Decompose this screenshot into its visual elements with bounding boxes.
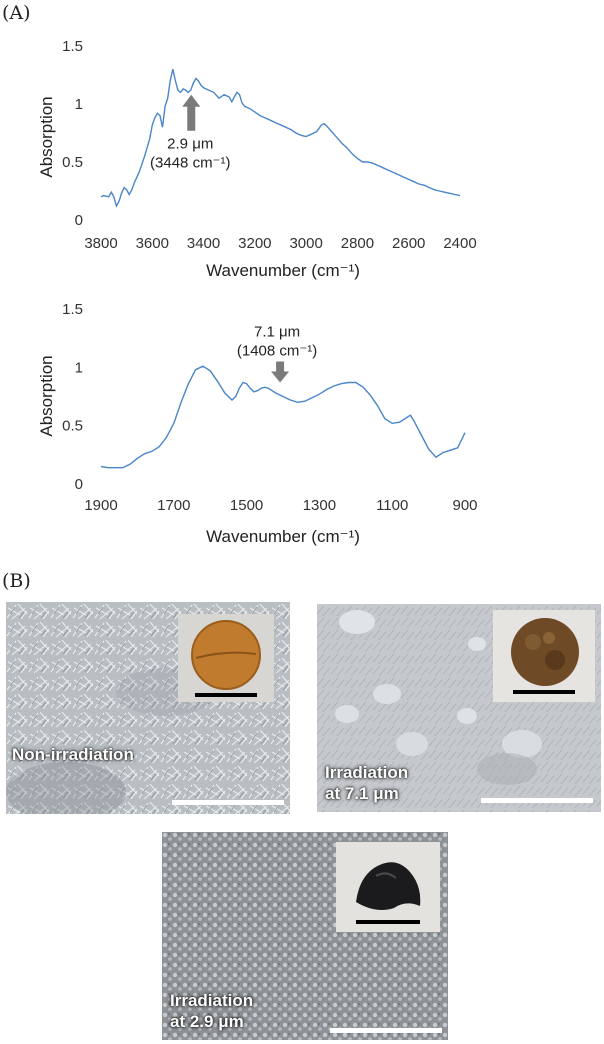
inset-pellet-photo [178, 614, 274, 702]
x-tick-label: 3000 [289, 235, 322, 252]
arrow-down-icon [271, 361, 290, 383]
x-tick-label: 3600 [136, 235, 169, 252]
x-axis-title-1: Wavenumber (cm⁻¹) [206, 261, 360, 280]
inset-powder-photo [493, 610, 595, 702]
x-tick-label: 1500 [230, 497, 263, 514]
x-tick-label: 2800 [341, 235, 374, 252]
x-tick-label: 900 [452, 497, 477, 514]
x-tick-label: 1900 [84, 497, 117, 514]
inset-scale-bar [513, 690, 575, 694]
annotation-label: (1408 cm⁻¹) [237, 343, 317, 360]
sem-image-non-irradiation: Non-irradiation [6, 602, 290, 814]
annotation-label: 7.1 μm [254, 324, 300, 341]
arrow-up-icon [182, 94, 201, 131]
fragment-icon [356, 862, 421, 910]
y-tick-label: 1.5 [62, 301, 83, 318]
y-tick-label: 0.5 [62, 154, 83, 171]
spectrum-chart-1: 3800 3600 3400 3200 3000 2800 2600 2400 0 0.5 1 1.5… [37, 38, 477, 280]
spectrum-line-2 [100, 365, 466, 469]
inset-scale-bar [356, 920, 420, 924]
panel-b-label: (B) [2, 570, 31, 592]
x-tick-label: 1300 [303, 497, 336, 514]
y-tick-label: 0 [75, 212, 83, 229]
sem-label: Irradiation at 2.9 μm [170, 991, 254, 1031]
sem-image-irradiation-7-1: Irradiation at 7.1 μm [317, 604, 601, 812]
spectrum-line-1 [100, 69, 461, 208]
x-tick-label: 2600 [392, 235, 425, 252]
y-tick-label: 1 [75, 96, 83, 113]
x-axis-title-2: Wavenumber (cm⁻¹) [206, 527, 360, 546]
x-tick-label: 3200 [238, 235, 271, 252]
x-tick-label: 1700 [157, 497, 190, 514]
x-tick-label: 3400 [187, 235, 220, 252]
y-tick-label: 1 [75, 359, 83, 376]
powder-icon [511, 618, 579, 686]
y-tick-label: 0 [75, 476, 83, 493]
x-tick-label: 1100 [376, 497, 408, 514]
y-tick-label: 1.5 [62, 38, 83, 55]
sem-image-irradiation-2-9: Irradiation at 2.9 μm [162, 832, 448, 1040]
inset-fragment-photo [336, 842, 440, 932]
pellet-icon [191, 620, 261, 690]
spectrum-chart-2: 1900 1700 1500 1300 1100 900 0 0.5 1 1.5 7.1 μm (1… [37, 301, 478, 546]
sem-label: Irradiation at 7.1 μm [325, 763, 409, 803]
annotation-label: 2.9 μm [167, 136, 213, 153]
sem-scale-bar [330, 1028, 442, 1033]
x-tick-label: 2400 [443, 235, 476, 252]
panel-a-label: (A) [2, 2, 31, 24]
sem-scale-bar [481, 798, 593, 803]
annotation-label: (3448 cm⁻¹) [150, 155, 230, 172]
sem-scale-bar [172, 800, 284, 805]
y-axis-title-1: Absorption [37, 96, 56, 177]
y-tick-label: 0.5 [62, 418, 83, 435]
y-axis-title-2: Absorption [37, 355, 56, 436]
x-tick-label: 3800 [84, 235, 117, 252]
sem-label: Non-irradiation [12, 745, 134, 764]
inset-scale-bar [195, 693, 257, 697]
